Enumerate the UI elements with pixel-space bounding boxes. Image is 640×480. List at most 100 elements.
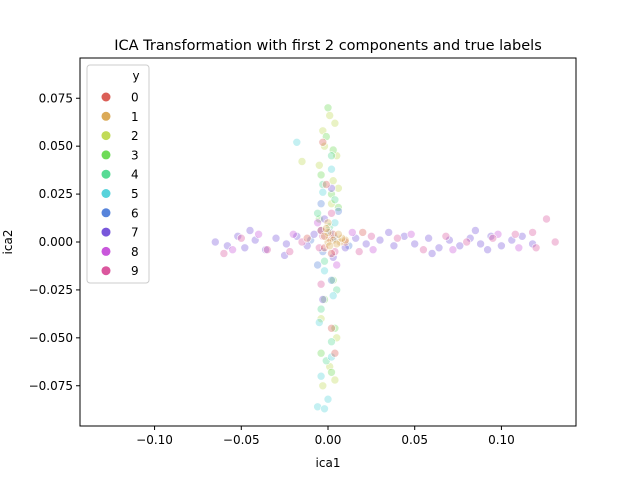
scatter-point-4: [316, 304, 326, 314]
scatter-point-9: [316, 279, 326, 289]
scatter-point-7: [455, 241, 465, 251]
scatter-point-0: [327, 323, 336, 333]
legend-label-8: 8: [131, 245, 139, 259]
scatter-point-5: [292, 138, 302, 147]
scatter-point-9: [262, 245, 272, 254]
scatter-point-9: [531, 243, 541, 253]
scatter-point-9: [550, 237, 560, 247]
scatter-point-7: [245, 226, 255, 235]
chart-title: ICA Transformation with first 2 componen…: [114, 38, 542, 54]
legend-marker-8: [101, 246, 111, 256]
scatter-point-7: [318, 295, 328, 304]
scatter-point-7: [282, 239, 291, 249]
y-axis: −0.075 −0.050 −0.025 0.000 0.025 0.050 0.075: [29, 91, 80, 393]
x-tick-label: 0.05: [401, 433, 428, 447]
legend-label-5: 5: [131, 187, 139, 201]
scatter-point-2: [318, 381, 328, 391]
scatter-point-7: [517, 232, 527, 241]
y-tick-label: −0.050: [29, 331, 73, 345]
scatter-point-2: [314, 161, 324, 170]
scatter-point-7: [483, 245, 492, 254]
legend-label-7: 7: [131, 226, 139, 240]
scatter-point-9: [528, 228, 537, 237]
legend-title: y: [132, 69, 139, 83]
legend-marker-4: [101, 169, 111, 179]
scatter-point-7: [427, 249, 437, 258]
scatter-point-7: [240, 243, 250, 253]
scatter-point-5: [330, 218, 340, 228]
legend-label-0: 0: [131, 91, 139, 105]
scatter-point-5: [328, 291, 338, 301]
scatter-point-5: [327, 164, 336, 174]
scatter-point-9: [488, 233, 498, 243]
scatter-point-9: [237, 233, 246, 243]
scatter-point-7: [384, 228, 394, 237]
y-tick-label: −0.025: [29, 283, 73, 297]
scatter-point-7: [434, 243, 444, 253]
scatter-point-0: [330, 348, 340, 358]
scatter-point-4: [313, 209, 322, 218]
scatter-point-9: [327, 209, 336, 218]
legend: y 0 1 2 3 4 5 6 7 8 9: [86, 64, 150, 284]
scatter-point-8: [406, 230, 416, 239]
x-tick-label: −0.05: [223, 433, 260, 447]
x-tick-label: −0.10: [136, 433, 173, 447]
y-tick-label: −0.075: [29, 379, 73, 393]
scatter-point-1: [320, 232, 329, 241]
scatter-point-4: [327, 337, 336, 347]
scatter-point-3: [330, 323, 340, 333]
scatter-point-8: [313, 218, 322, 228]
scatter-point-8: [347, 228, 357, 237]
scatter-point-9: [510, 230, 520, 239]
scatter-point-9: [462, 237, 472, 247]
scatter-point-9: [542, 214, 551, 224]
legend-label-4: 4: [131, 168, 139, 182]
scatter-point-4: [327, 151, 336, 160]
scatter-point-6: [313, 260, 322, 270]
scatter-point-9: [393, 233, 402, 243]
scatter-point-5: [323, 394, 333, 404]
y-tick-label: 0.050: [39, 139, 73, 153]
legend-marker-7: [101, 227, 111, 237]
scatter-point-3: [327, 367, 336, 377]
scatter-point-9: [441, 232, 451, 241]
scatter-point-0: [321, 180, 331, 189]
scatter-point-0: [358, 228, 368, 237]
legend-label-2: 2: [131, 129, 139, 143]
legend-label-9: 9: [131, 264, 139, 278]
scatter-point-7: [211, 237, 220, 247]
scatter-point-9: [285, 247, 295, 256]
scatter-point-6: [316, 199, 326, 208]
legend-marker-6: [101, 208, 111, 218]
scatter-point-2: [330, 118, 340, 128]
scatter-point-6: [334, 207, 343, 216]
scatter-point-9: [367, 232, 376, 241]
scatter-point-2: [330, 375, 340, 385]
y-tick-label: 0.075: [39, 91, 73, 105]
scatter-point-8: [332, 260, 342, 270]
scatter-point-0: [327, 249, 336, 258]
scatter-point-8: [448, 245, 458, 254]
scatter-point-7: [309, 230, 319, 239]
scatter-point-7: [375, 235, 385, 245]
legend-marker-3: [101, 150, 111, 160]
scatter-point-3: [323, 103, 333, 113]
scatter-point-2: [334, 184, 343, 193]
scatter-point-5: [313, 402, 322, 412]
scatter-point-2: [297, 157, 307, 166]
scatter-point-5: [316, 371, 326, 381]
legend-marker-9: [101, 266, 111, 276]
scatter-point-7: [271, 233, 281, 243]
scatter-point-4: [330, 195, 340, 205]
scatter-point-8: [288, 230, 298, 239]
x-axis-label: ica1: [316, 456, 341, 470]
scatter-point-8: [514, 243, 524, 253]
legend-label-3: 3: [131, 148, 139, 162]
scatter-point-5: [314, 318, 324, 327]
legend-label-6: 6: [131, 206, 139, 220]
scatter-point-4: [320, 256, 329, 266]
x-tick-label: 0.00: [315, 433, 342, 447]
scatter-point-6: [327, 275, 336, 285]
scatter-point-9: [419, 245, 428, 254]
scatter-point-1: [321, 224, 331, 233]
